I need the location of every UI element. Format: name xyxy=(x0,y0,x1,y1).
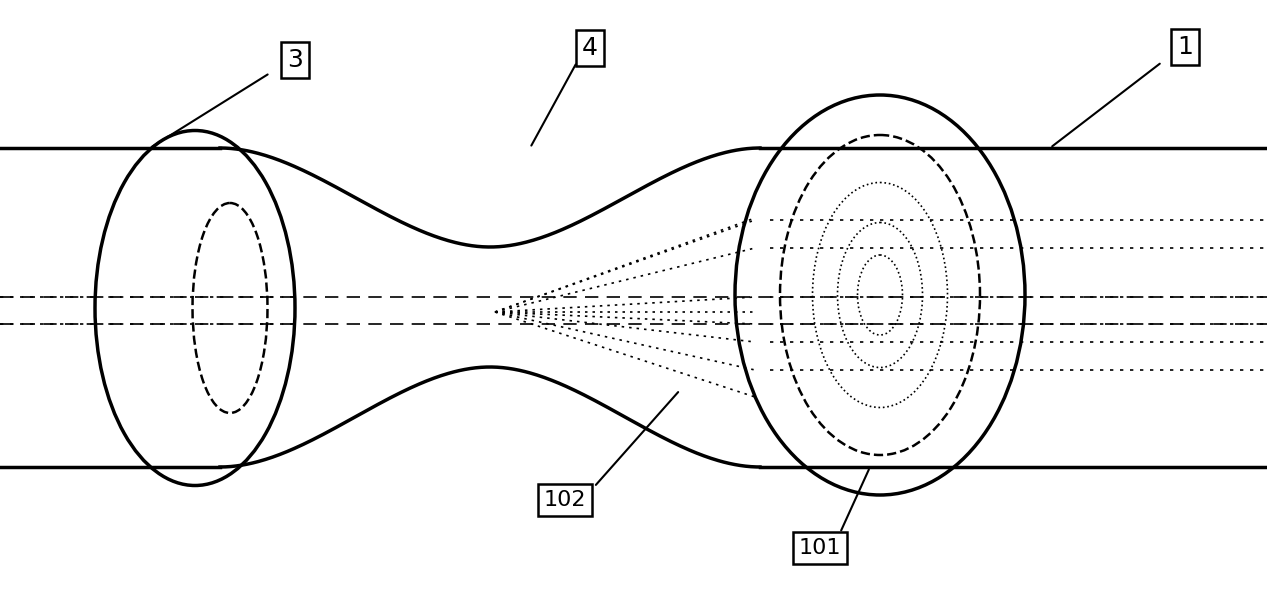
Text: 4: 4 xyxy=(582,36,598,60)
Text: 102: 102 xyxy=(544,490,587,510)
Text: 101: 101 xyxy=(798,538,841,558)
Text: 1: 1 xyxy=(1177,35,1194,59)
Text: 3: 3 xyxy=(288,48,303,72)
